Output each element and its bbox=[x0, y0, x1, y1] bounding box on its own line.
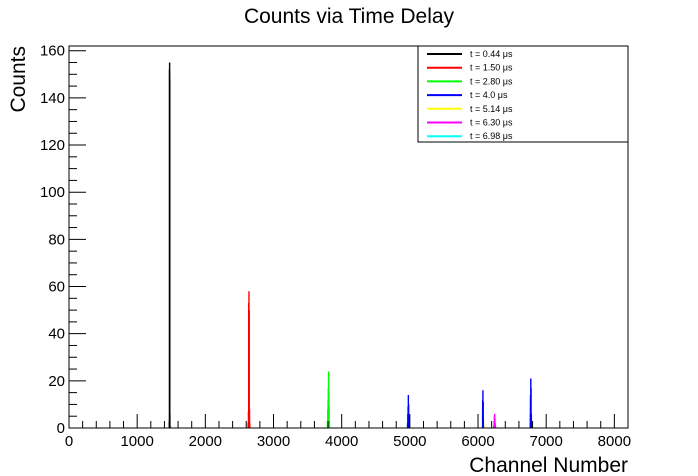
x-tick-label: 5000 bbox=[393, 433, 426, 450]
y-tick-label: 160 bbox=[40, 43, 65, 60]
y-tick-label: 60 bbox=[48, 279, 65, 296]
y-tick-label: 20 bbox=[48, 373, 65, 390]
legend-box bbox=[417, 45, 629, 143]
x-tick-label: 1000 bbox=[120, 433, 153, 450]
x-tick-label: 3000 bbox=[257, 433, 290, 450]
y-tick-label: 100 bbox=[40, 184, 65, 201]
y-tick-label: 40 bbox=[48, 326, 65, 343]
x-axis-label: Channel Number bbox=[469, 454, 628, 476]
legend-entry: t = 4.0 μs bbox=[470, 90, 508, 100]
y-tick-label: 0 bbox=[57, 420, 65, 437]
axes-layer: 0 1000 2000 3000 4000 5000 6000 7000 8000 0 20 40 60… bbox=[40, 43, 631, 450]
y-axis-label: Counts bbox=[7, 46, 30, 113]
x-tick-label: 2000 bbox=[189, 433, 222, 450]
plot-frame bbox=[68, 45, 629, 429]
x-tick-label: 8000 bbox=[598, 433, 631, 450]
legend-entry: t = 6.30 μs bbox=[470, 118, 513, 128]
legend-entry: t = 1.50 μs bbox=[470, 63, 513, 73]
bars-layer bbox=[168, 62, 533, 428]
legend-entry: t = 0.44 μs bbox=[470, 49, 513, 59]
legend-entry: t = 6.98 μs bbox=[470, 131, 513, 141]
y-tick-label: 80 bbox=[48, 231, 65, 248]
x-tick-label: 6000 bbox=[461, 433, 494, 450]
chart-title: Counts via Time Delay bbox=[244, 5, 455, 28]
legend-entry: t = 2.80 μs bbox=[470, 76, 513, 86]
legend: t = 0.44 μs t = 1.50 μs t = 2.80 μs t = 4.0… bbox=[417, 45, 629, 143]
x-tick-label: 0 bbox=[65, 433, 73, 450]
x-tick-label: 4000 bbox=[325, 433, 358, 450]
legend-entry: t = 5.14 μs bbox=[470, 104, 513, 114]
y-tick-label: 140 bbox=[40, 90, 65, 107]
y-tick-label: 120 bbox=[40, 137, 65, 154]
x-tick-label: 7000 bbox=[530, 433, 563, 450]
